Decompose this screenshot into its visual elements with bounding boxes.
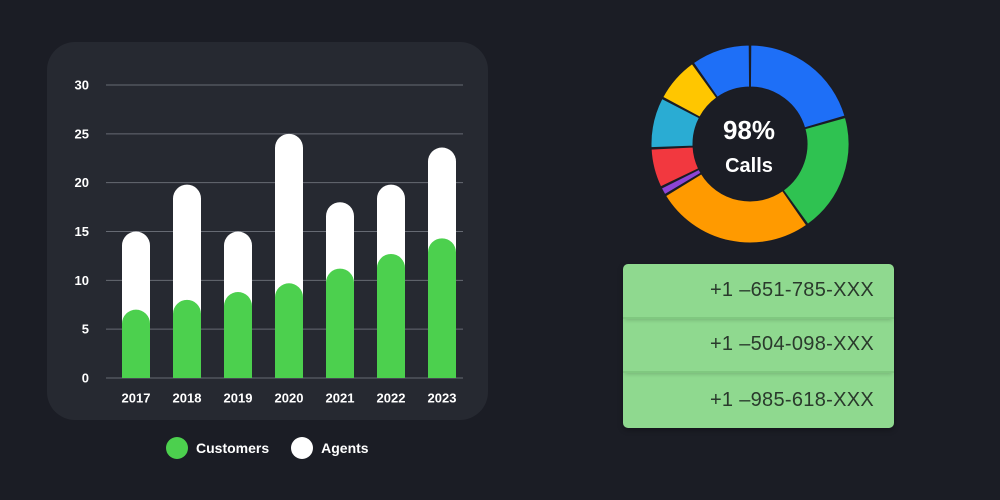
donut-slice: [650, 97, 701, 149]
calls-donut-chart: 98% Calls: [650, 44, 850, 244]
donut-slice: [782, 116, 850, 226]
legend-swatch-agents: [291, 437, 314, 459]
y-tick-label: 0: [82, 370, 89, 385]
y-tick-label: 30: [75, 77, 89, 92]
bar-customers: [275, 283, 303, 378]
x-tick-label: 2022: [377, 390, 406, 405]
x-tick-label: 2017: [122, 390, 151, 405]
legend-label-agents: Agents: [321, 440, 369, 456]
bar-chart: 0 5 10 15 20 25 30 2017 2018 2019 2020 2021 2022 2023: [75, 77, 463, 405]
legend-item-customers: Customers: [166, 437, 269, 459]
legend-swatch-customers: [166, 437, 188, 459]
bar-customers: [224, 292, 252, 378]
y-tick-label: 20: [75, 175, 89, 190]
y-tick-label: 15: [75, 224, 89, 239]
y-tick-label: 5: [82, 322, 89, 337]
phone-row[interactable]: +1 –504-098-XXX: [623, 319, 894, 374]
donut-slice: [650, 146, 700, 188]
x-tick-label: 2020: [275, 390, 304, 405]
phone-row[interactable]: +1 –651-785-XXX: [623, 264, 894, 319]
legend-item-agents: Agents: [291, 437, 369, 459]
y-tick-label: 10: [75, 273, 89, 288]
donut-slice: [692, 44, 751, 98]
phone-number: +1 –985-618-XXX: [709, 388, 874, 411]
phone-number: +1 –651-785-XXX: [709, 278, 874, 301]
x-tick-label: 2023: [428, 390, 457, 405]
bar-customers: [173, 299, 201, 378]
y-tick-label: 25: [75, 126, 89, 141]
bar-customers: [326, 268, 354, 378]
x-tick-label: 2021: [326, 390, 355, 405]
phone-list: +1 –651-785-XXX +1 –504-098-XXX +1 –985-…: [623, 264, 894, 428]
legend-label-customers: Customers: [196, 440, 270, 456]
donut-slice: [664, 173, 808, 244]
phone-row[interactable]: +1 –985-618-XXX: [623, 373, 894, 428]
donut-center-label: Calls: [725, 155, 773, 177]
donut-slice: [660, 168, 702, 196]
x-tick-label: 2018: [173, 390, 202, 405]
bar-chart-card: 0 5 10 15 20 25 30 2017 2018 2019 2020 2021 2022 2023: [47, 42, 488, 420]
bar-customers: [428, 238, 456, 378]
bar-customers: [377, 253, 405, 378]
donut-center-value: 98%: [723, 115, 775, 145]
chart-legend: Customers Agents: [166, 436, 381, 460]
x-tick-label: 2019: [224, 390, 253, 405]
donut-slice: [749, 44, 846, 129]
donut-slice: [662, 62, 718, 118]
bar-customers: [122, 309, 150, 378]
phone-number: +1 –504-098-XXX: [709, 333, 874, 356]
